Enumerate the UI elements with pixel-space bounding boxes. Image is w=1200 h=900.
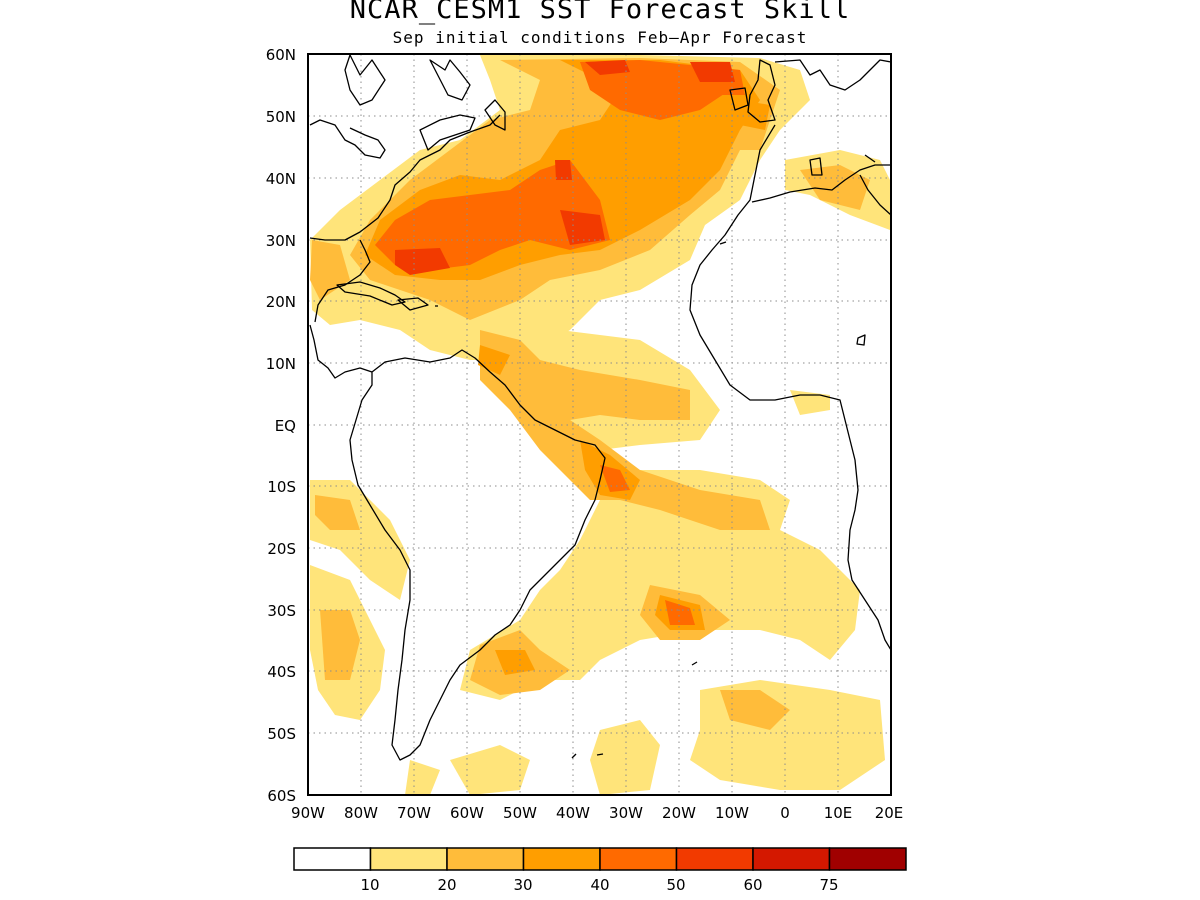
skill-shading xyxy=(310,55,890,795)
lat-tick-label: 50S xyxy=(267,725,296,743)
colorbar-label: 75 xyxy=(819,876,838,894)
map-subtitle: Sep initial conditions Feb–Apr Forecast xyxy=(392,28,808,47)
lon-tick-label: 70W xyxy=(397,804,431,822)
colorbar-swatch xyxy=(369,847,448,871)
map-title: NCAR_CESM1 SST Forecast Skill xyxy=(349,0,851,25)
lat-tick-label: 20S xyxy=(267,540,296,558)
lon-tick-label: 20E xyxy=(875,804,904,822)
lat-tick-labels: 60N 50N 40N 30N 20N 10N EQ 10S 20S 30S 4… xyxy=(266,46,296,805)
colorbar-swatch xyxy=(599,847,678,871)
lon-tick-label: 40W xyxy=(556,804,590,822)
lat-tick-label: 10N xyxy=(266,355,296,373)
colorbar-label: 60 xyxy=(743,876,762,894)
colorbar-label: 30 xyxy=(513,876,532,894)
gridlines xyxy=(308,54,891,795)
lat-tick-label: 20N xyxy=(266,293,296,311)
lat-tick-label: 40N xyxy=(266,170,296,188)
colorbar-swatch xyxy=(675,847,754,871)
lon-tick-label: 0 xyxy=(780,804,790,822)
lon-tick-label: 60W xyxy=(450,804,484,822)
lon-tick-label: 50W xyxy=(503,804,537,822)
lat-tick-label: 10S xyxy=(267,478,296,496)
lat-tick-label: 60N xyxy=(266,46,296,64)
colorbar-swatch xyxy=(752,847,831,871)
colorbar-label: 40 xyxy=(590,876,609,894)
colorbar-swatch xyxy=(828,847,907,871)
coastlines xyxy=(309,54,891,761)
colorbar-label: 50 xyxy=(666,876,685,894)
colorbar-label: 10 xyxy=(360,876,379,894)
lon-tick-label: 30W xyxy=(609,804,643,822)
colorbar-swatch xyxy=(522,847,601,871)
lat-tick-label: 30S xyxy=(267,602,296,620)
lat-tick-label: 40S xyxy=(267,663,296,681)
lon-tick-label: 20W xyxy=(662,804,696,822)
lon-tick-label: 90W xyxy=(291,804,325,822)
lat-tick-label: 50N xyxy=(266,108,296,126)
lat-tick-label: 60S xyxy=(267,787,296,805)
lon-tick-label: 80W xyxy=(344,804,378,822)
colorbar-swatch xyxy=(446,847,525,871)
lat-tick-label: EQ xyxy=(275,417,296,435)
lat-tick-label: 30N xyxy=(266,232,296,250)
colorbar-label: 20 xyxy=(437,876,456,894)
lon-tick-label: 10W xyxy=(715,804,749,822)
plot-frame xyxy=(307,53,892,796)
lon-tick-labels: 90W 80W 70W 60W 50W 40W 30W 20W 10W 0 10… xyxy=(291,804,903,822)
lon-tick-label: 10E xyxy=(824,804,853,822)
colorbar: 10 20 30 40 50 60 75 xyxy=(293,847,907,894)
colorbar-swatch xyxy=(293,847,372,871)
